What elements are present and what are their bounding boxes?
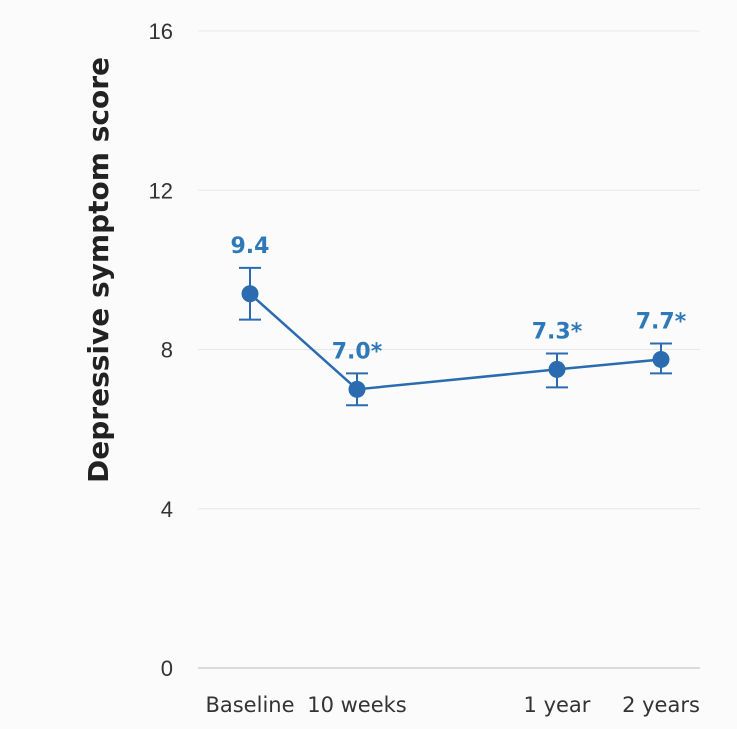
series-line: [248, 292, 663, 391]
y-tick-label: 12: [149, 178, 173, 203]
label-layer: 9.4 7.0* 7.3* 7.7*: [231, 234, 687, 365]
y-tick-label: 16: [149, 19, 173, 44]
series-layer: [239, 266, 672, 407]
data-point: [548, 360, 566, 378]
x-tick-label: 10 weeks: [307, 693, 407, 717]
data-point: [348, 380, 366, 398]
x-tick-label: 2 years: [622, 693, 700, 717]
data-label: 7.7*: [636, 310, 687, 335]
y-axis-label: Depressive symptom score: [82, 57, 115, 483]
x-tick-label: Baseline: [205, 693, 294, 717]
axis-layer: 0 4 8 12 16 Baseline 10 weeks 1 year 2 years: [149, 19, 700, 717]
data-label: 9.4: [231, 234, 270, 259]
data-point: [652, 350, 670, 368]
y-tick-label: 4: [161, 497, 173, 522]
data-label: 7.3*: [532, 319, 583, 344]
data-point: [241, 285, 259, 303]
y-tick-label: 8: [161, 338, 173, 363]
grid-layer: [198, 30, 700, 510]
data-label: 7.0*: [332, 339, 383, 364]
x-tick-label: 1 year: [524, 693, 591, 717]
y-tick-label: 0: [161, 656, 173, 681]
